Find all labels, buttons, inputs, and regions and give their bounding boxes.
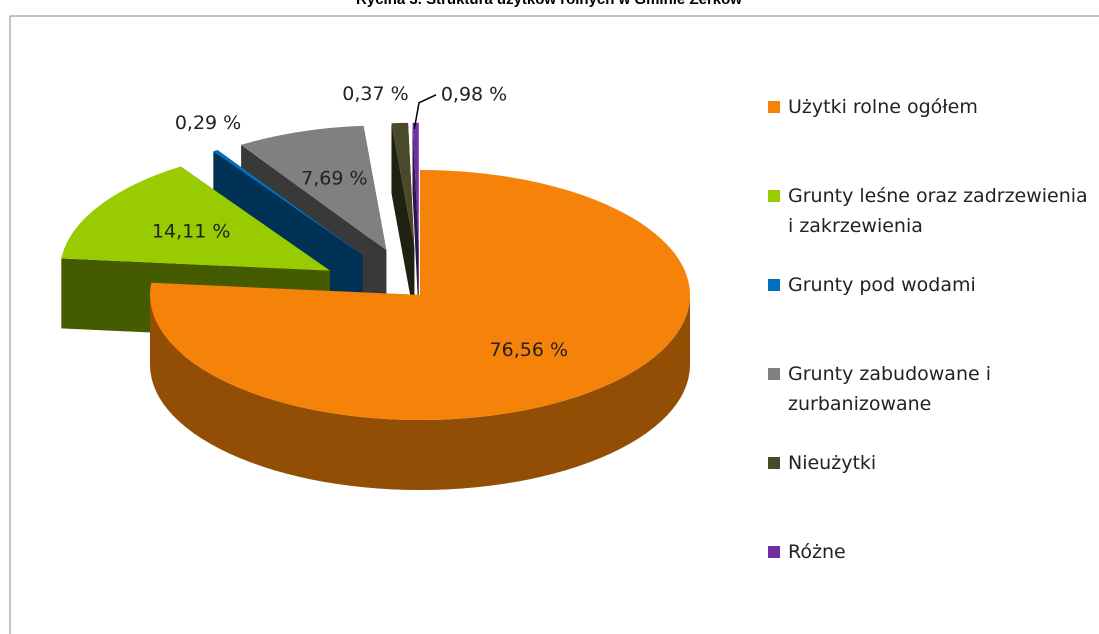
slice-group [412,122,419,318]
legend-label: Użytki rolne ogółem [788,96,978,118]
legend-entry: Użytki rolne ogółem [768,92,1093,181]
slice-group [391,122,415,318]
legend-entry: Grunty zabudowane i zurbanizowane [768,359,1093,448]
data-label: 0,29 % [175,112,241,134]
legend-label: Nieużytki [788,452,877,474]
legend-swatch [768,190,780,202]
legend-label: Grunty pod wodami [788,274,976,296]
frame [9,15,1099,634]
slice-face [412,122,419,318]
legend-entry: Różne [768,537,1093,626]
chart-title: Rycina 3. Struktura użytków rolnych w Gm… [356,0,742,8]
slice [412,122,419,248]
slice-side [150,295,690,490]
slice-group [150,170,691,490]
legend-entry: Grunty pod wodami [768,270,1093,359]
legend-swatch [768,546,780,558]
data-label: 76,56 % [490,339,569,361]
legend: Użytki rolne ogółem Grunty leśne oraz zad… [768,92,1093,626]
slice [150,170,691,420]
slice [391,122,415,248]
legend-swatch [768,279,780,291]
legend-label: Grunty zabudowane i zurbanizowane [788,363,991,415]
legend-label: Różne [788,541,846,563]
data-label: 7,69 % [301,168,367,190]
slice-face [391,123,415,318]
legend-swatch [768,368,780,380]
data-label: 14,11 % [152,221,231,243]
data-label: 0,98 % [441,83,507,105]
leader-line [413,94,437,129]
slice [61,166,331,271]
legend-swatch [768,101,780,113]
legend-swatch [768,457,780,469]
legend-label: Grunty leśne oraz zadrzewienia i zakrzew… [788,185,1088,237]
slice [213,150,363,256]
legend-entry: Nieużytki [768,448,1093,537]
slice [241,125,387,251]
data-label: 0,37 % [342,83,408,105]
legend-entry: Grunty leśne oraz zadrzewienia i zakrzew… [768,181,1093,270]
